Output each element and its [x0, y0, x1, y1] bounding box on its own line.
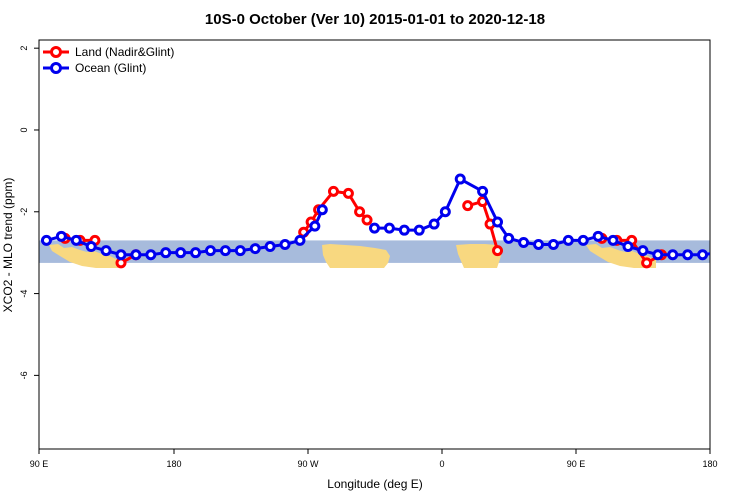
series-ocean [40, 173, 721, 261]
data-point [439, 206, 451, 218]
y-tick-label: -6 [19, 371, 29, 379]
landmass-south-america [322, 244, 390, 268]
data-point [115, 249, 127, 261]
legend-ocean-label: Ocean (Glint) [75, 61, 146, 75]
series-line [467, 200, 499, 252]
data-point [547, 239, 559, 250]
x-tick-label: 0 [439, 459, 444, 469]
data-point [369, 222, 380, 234]
landmasses [49, 244, 656, 268]
y-axis: 2 0 -2 -4 -6 [19, 46, 39, 379]
data-point [518, 236, 530, 248]
x-tick-label: 90 E [30, 459, 49, 469]
data-point [577, 234, 589, 246]
data-point [70, 234, 82, 246]
legend-ocean-marker [50, 62, 62, 74]
landmass-africa [456, 244, 502, 268]
data-point [398, 224, 410, 236]
x-tick-label: 90 E [567, 459, 586, 469]
data-point [316, 204, 328, 216]
data-point [354, 206, 366, 218]
data-point [327, 185, 339, 197]
data-point [309, 220, 321, 232]
data-point [462, 200, 474, 212]
data-point [713, 249, 721, 257]
data-point [641, 257, 653, 269]
data-point [413, 224, 425, 236]
data-point [249, 243, 261, 255]
data-point [682, 249, 694, 261]
x-tick-label: 180 [166, 459, 181, 469]
data-point [667, 249, 679, 261]
x-axis-label: Longitude (deg E) [327, 477, 422, 491]
data-point [607, 234, 619, 246]
y-tick-label: 2 [19, 46, 29, 51]
data-point [85, 241, 97, 253]
data-point [697, 249, 709, 261]
data-point [533, 239, 545, 250]
data-point [55, 230, 67, 242]
data-point [562, 234, 574, 246]
data-point [622, 241, 634, 253]
landmass-australia-right [586, 244, 656, 268]
data-point [454, 173, 466, 185]
y-tick-label: -4 [19, 290, 29, 298]
data-point [492, 245, 504, 257]
data-point [145, 249, 157, 261]
data-point [100, 245, 112, 257]
data-point [190, 247, 202, 259]
series-layer [40, 173, 721, 269]
data-point [428, 218, 440, 230]
data-point [503, 232, 515, 244]
data-point [234, 245, 246, 257]
data-point [264, 241, 276, 253]
data-point [204, 245, 216, 257]
data-point [175, 247, 187, 259]
chart-title: 10S-0 October (Ver 10) 2015-01-01 to 202… [205, 11, 545, 28]
data-point [40, 234, 52, 246]
data-point [637, 245, 649, 257]
data-point [342, 187, 354, 199]
landmass-australia-left [49, 244, 118, 268]
data-point [160, 247, 172, 259]
data-point [279, 239, 291, 250]
plot-frame [38, 39, 711, 450]
data-point [383, 222, 395, 234]
data-point [130, 249, 142, 261]
data-point [477, 185, 489, 197]
legend-land-marker [50, 46, 62, 58]
y-tick-label: -2 [19, 208, 29, 216]
data-point [361, 214, 373, 226]
data-point [592, 230, 604, 242]
data-point [652, 249, 664, 261]
legend-land-label: Land (Nadir&Glint) [75, 45, 174, 59]
x-axis: 90 E 180 90 W 0 90 E 180 [30, 449, 718, 469]
data-point [492, 216, 504, 228]
x-tick-label: 180 [702, 459, 717, 469]
legend: Land (Nadir&Glint) Ocean (Glint) [43, 45, 174, 75]
data-point [219, 245, 231, 257]
y-axis-label: XCO2 - MLO trend (ppm) [1, 178, 15, 313]
y-tick-label: 0 [19, 127, 29, 132]
data-point [294, 234, 306, 246]
x-tick-label: 90 W [297, 459, 319, 469]
